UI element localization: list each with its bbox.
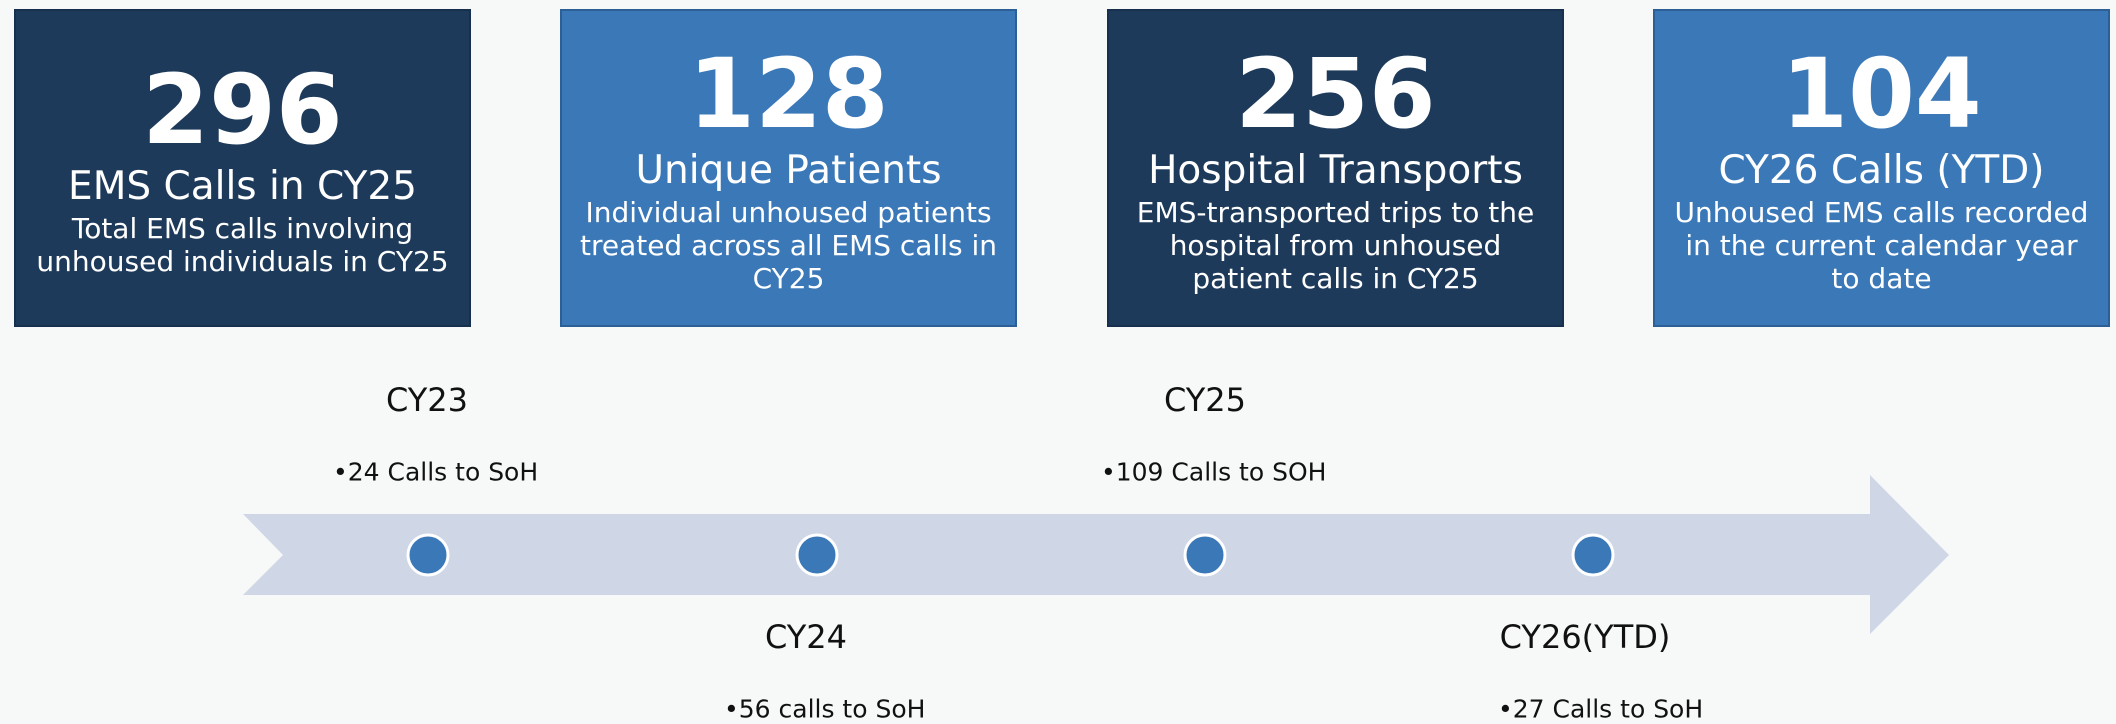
timeline-dot [795,533,839,577]
timeline-label: CY26(YTD) [1499,618,1671,656]
stat-number: 256 [1235,37,1436,150]
timeline-label: CY24 [764,618,848,656]
timeline-note-text: 24 Calls to SoH [347,457,539,487]
timeline-label: CY23 [385,381,469,419]
stat-card: 296 EMS Calls in CY25 Total EMS calls in… [14,9,471,327]
stat-card: 256 Hospital Transports EMS-transported … [1107,9,1564,327]
stat-card: 104 CY26 Calls (YTD) Unhoused EMS calls … [1653,9,2110,327]
timeline-label: CY25 [1163,381,1247,419]
timeline-note: •24 Calls to SoH [333,457,539,487]
timeline-note: •56 calls to SoH [724,694,926,724]
stat-description: EMS-transported trips to the hospital fr… [1136,195,1535,295]
timeline-dot [1571,533,1615,577]
stat-title: Hospital Transports [1148,147,1523,193]
stat-number: 128 [688,37,889,150]
timeline-note: •109 Calls to SOH [1101,457,1327,487]
stat-number: 104 [1781,37,1982,150]
stat-description: Unhoused EMS calls recorded in the curre… [1674,195,2089,295]
stat-title: EMS Calls in CY25 [68,164,417,209]
timeline-dot [406,533,450,577]
timeline-note: •27 Calls to SoH [1498,694,1704,724]
stat-description: Individual unhoused patients treated acr… [579,195,998,295]
stat-card: 128 Unique Patients Individual unhoused … [560,9,1017,327]
timeline-dot [1183,533,1227,577]
stat-title: CY26 Calls (YTD) [1718,147,2045,193]
stat-title: Unique Patients [635,147,942,193]
timeline-arrow [243,475,1949,634]
timeline-note-text: 109 Calls to SOH [1115,457,1327,487]
stat-number: 296 [142,54,343,166]
timeline-note-text: 56 calls to SoH [738,694,926,724]
timeline-note-text: 27 Calls to SoH [1512,694,1704,724]
stat-description: Total EMS calls involving unhoused indiv… [36,212,449,278]
